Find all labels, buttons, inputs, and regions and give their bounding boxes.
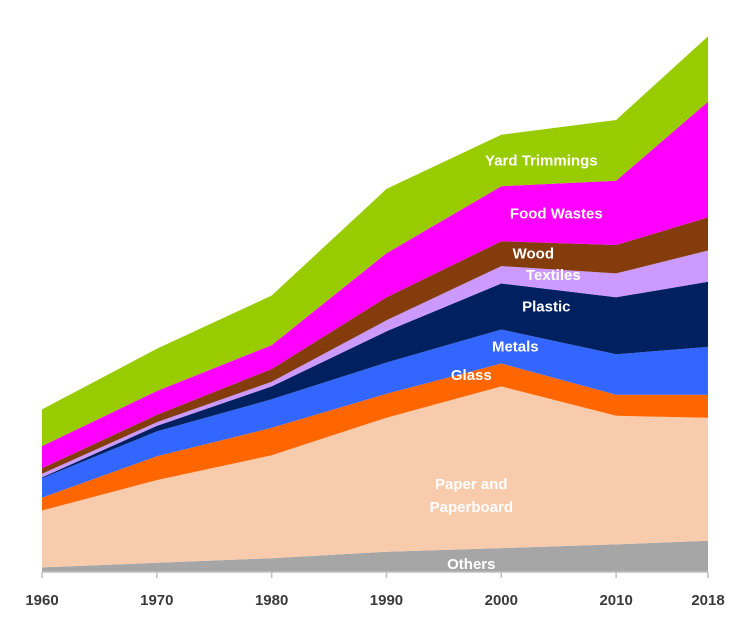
series-label-glass: Glass xyxy=(451,367,492,384)
series-label-food-wastes: Food Wastes xyxy=(510,206,603,223)
series-label-textiles: Textiles xyxy=(526,267,581,284)
area-series-group xyxy=(42,36,708,572)
x-tick-label: 1980 xyxy=(255,592,288,609)
area-plastic xyxy=(42,281,708,479)
series-label-others: Others xyxy=(447,556,495,573)
series-label-yard-trimmings: Yard Trimmings xyxy=(485,152,598,169)
series-label-paper-and-paperboard: Paper and Paperboard xyxy=(430,476,513,516)
x-tick-label: 2010 xyxy=(599,592,632,609)
series-label-wood: Wood xyxy=(513,246,554,263)
x-tick-label: 1970 xyxy=(140,592,173,609)
x-tick-label: 2018 xyxy=(691,592,724,609)
series-label-plastic: Plastic xyxy=(522,299,570,316)
x-tick-label: 2000 xyxy=(485,592,518,609)
area-textiles xyxy=(42,250,708,478)
area-others xyxy=(42,540,708,572)
area-paper-and-paperboard xyxy=(42,386,708,568)
area-wood xyxy=(42,217,708,474)
area-yard-trimmings xyxy=(42,36,708,447)
area-metals xyxy=(42,329,708,498)
x-tick-label: 1960 xyxy=(25,592,58,609)
x-tick-label: 1990 xyxy=(370,592,403,609)
series-label-metals: Metals xyxy=(492,338,539,355)
area-food-wastes xyxy=(42,101,708,469)
x-axis-ticks: 1960 1970 1980 1990 2000 2010 2018 xyxy=(25,572,725,609)
